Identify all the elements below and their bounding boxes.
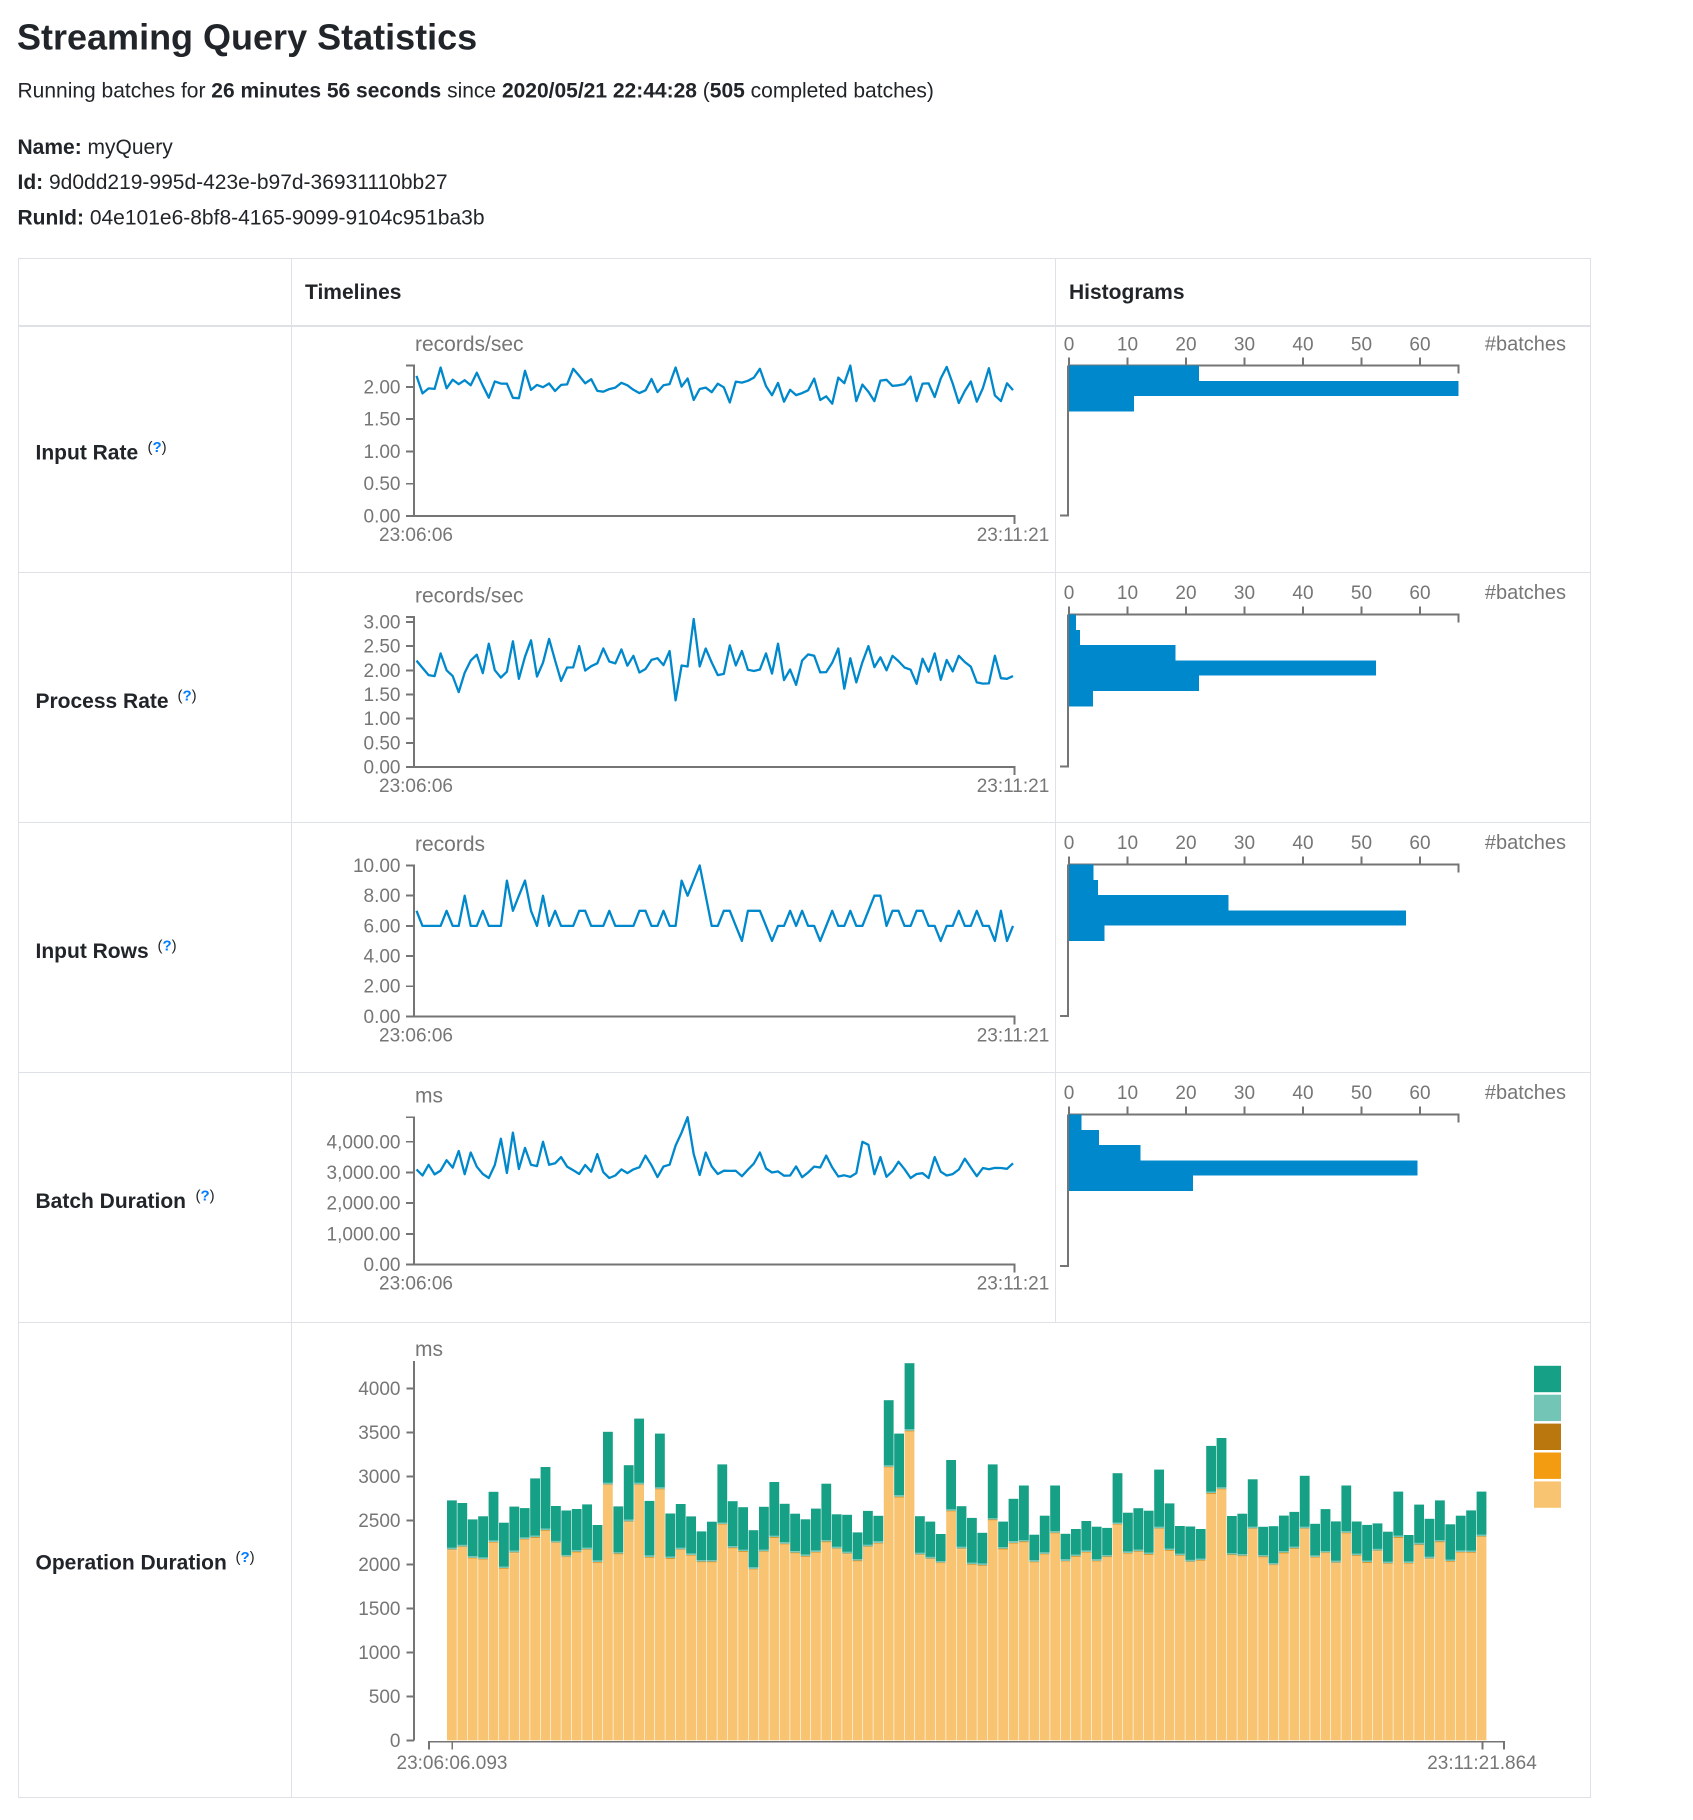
svg-text:3,000.00: 3,000.00: [327, 1163, 401, 1184]
svg-text:0.50: 0.50: [364, 474, 401, 495]
svg-text:ms: ms: [415, 1338, 443, 1361]
svg-text:Input Rows: Input Rows: [36, 940, 149, 963]
svg-text:23:06:06.093: 23:06:06.093: [397, 1753, 508, 1774]
svg-text:records/sec: records/sec: [415, 333, 524, 356]
svg-text:4,000.00: 4,000.00: [327, 1132, 401, 1153]
svg-text:RunId: 04e101e6-8bf8-4165-9099: RunId: 04e101e6-8bf8-4165-9099-9104c951b…: [18, 206, 485, 229]
svg-text:3000: 3000: [358, 1467, 400, 1488]
svg-text:records: records: [415, 833, 485, 856]
svg-text:40: 40: [1292, 1083, 1313, 1104]
svg-text:30: 30: [1234, 1083, 1255, 1104]
svg-text:0.00: 0.00: [364, 1255, 401, 1276]
svg-text:10: 10: [1117, 833, 1138, 854]
svg-text:0.00: 0.00: [364, 758, 401, 779]
svg-text:23:11:21: 23:11:21: [977, 525, 1050, 546]
svg-text:(?): (?): [178, 688, 197, 705]
svg-text:60: 60: [1409, 334, 1430, 355]
svg-text:1,000.00: 1,000.00: [327, 1224, 401, 1245]
svg-text:Running batches for 26 minutes: Running batches for 26 minutes 56 second…: [18, 80, 934, 103]
svg-text:2000: 2000: [358, 1555, 400, 1576]
svg-text:0: 0: [1064, 583, 1075, 604]
svg-text:#batches: #batches: [1485, 333, 1566, 355]
svg-text:4.00: 4.00: [364, 947, 401, 968]
svg-text:23:06:06: 23:06:06: [379, 776, 453, 797]
svg-text:10: 10: [1117, 1083, 1138, 1104]
svg-text:1000: 1000: [358, 1643, 400, 1664]
svg-text:records/sec: records/sec: [415, 585, 524, 608]
svg-text:Process Rate: Process Rate: [36, 690, 169, 713]
svg-text:50: 50: [1351, 583, 1372, 604]
svg-text:Name: myQuery: Name: myQuery: [18, 136, 174, 159]
svg-text:1500: 1500: [358, 1599, 400, 1620]
svg-text:500: 500: [369, 1687, 401, 1708]
svg-text:40: 40: [1292, 833, 1313, 854]
svg-text:10: 10: [1117, 583, 1138, 604]
svg-text:2.00: 2.00: [364, 661, 401, 682]
svg-text:(?): (?): [158, 938, 177, 955]
svg-text:2.00: 2.00: [364, 377, 401, 398]
svg-text:23:11:21: 23:11:21: [977, 1274, 1050, 1295]
svg-text:40: 40: [1292, 583, 1313, 604]
svg-text:50: 50: [1351, 334, 1372, 355]
svg-text:40: 40: [1292, 334, 1313, 355]
svg-text:(?): (?): [196, 1188, 215, 1205]
svg-text:20: 20: [1175, 583, 1196, 604]
svg-text:0.00: 0.00: [364, 1007, 401, 1028]
svg-text:(?): (?): [236, 1549, 255, 1566]
svg-text:23:06:06: 23:06:06: [379, 1025, 453, 1046]
svg-text:30: 30: [1234, 334, 1255, 355]
svg-text:4000: 4000: [358, 1379, 400, 1400]
svg-text:2.50: 2.50: [364, 637, 401, 658]
svg-text:20: 20: [1175, 334, 1196, 355]
svg-text:Timelines: Timelines: [305, 281, 402, 304]
svg-text:0: 0: [1064, 1083, 1075, 1104]
svg-text:30: 30: [1234, 583, 1255, 604]
svg-text:20: 20: [1175, 833, 1196, 854]
svg-text:2500: 2500: [358, 1511, 400, 1532]
svg-text:2,000.00: 2,000.00: [327, 1194, 401, 1215]
svg-text:(?): (?): [148, 439, 167, 456]
svg-text:Input Rate: Input Rate: [36, 442, 139, 465]
svg-text:Streaming Query Statistics: Streaming Query Statistics: [17, 16, 477, 57]
svg-text:0: 0: [390, 1731, 401, 1752]
svg-text:23:11:21: 23:11:21: [977, 776, 1050, 797]
svg-text:60: 60: [1409, 1083, 1430, 1104]
svg-text:Operation Duration: Operation Duration: [36, 1551, 227, 1574]
svg-text:20: 20: [1175, 1083, 1196, 1104]
svg-text:#batches: #batches: [1485, 832, 1566, 854]
svg-text:23:11:21: 23:11:21: [977, 1025, 1050, 1046]
svg-text:3.00: 3.00: [364, 613, 401, 634]
svg-text:0.00: 0.00: [364, 507, 401, 528]
svg-text:0.50: 0.50: [364, 733, 401, 754]
svg-text:0: 0: [1064, 334, 1075, 355]
svg-text:1.50: 1.50: [364, 410, 401, 431]
svg-text:30: 30: [1234, 833, 1255, 854]
svg-text:Id: 9d0dd219-995d-423e-b97d-36: Id: 9d0dd219-995d-423e-b97d-36931110bb27: [18, 171, 448, 194]
svg-text:Histograms: Histograms: [1069, 281, 1185, 304]
svg-text:#batches: #batches: [1485, 1082, 1566, 1104]
svg-text:2.00: 2.00: [364, 977, 401, 998]
svg-text:50: 50: [1351, 833, 1372, 854]
svg-text:10.00: 10.00: [353, 856, 401, 877]
svg-text:3500: 3500: [358, 1423, 400, 1444]
svg-text:60: 60: [1409, 833, 1430, 854]
svg-text:8.00: 8.00: [364, 886, 401, 907]
svg-text:23:11:21.864: 23:11:21.864: [1427, 1753, 1537, 1774]
svg-text:#batches: #batches: [1485, 582, 1566, 604]
svg-text:23:06:06: 23:06:06: [379, 1274, 453, 1295]
svg-text:Batch Duration: Batch Duration: [36, 1190, 187, 1213]
svg-text:1.00: 1.00: [364, 442, 401, 463]
svg-text:0: 0: [1064, 833, 1075, 854]
svg-text:60: 60: [1409, 583, 1430, 604]
svg-text:23:06:06: 23:06:06: [379, 525, 453, 546]
svg-text:1.00: 1.00: [364, 709, 401, 730]
svg-text:1.50: 1.50: [364, 685, 401, 706]
svg-text:10: 10: [1117, 334, 1138, 355]
svg-text:ms: ms: [415, 1085, 443, 1108]
svg-text:50: 50: [1351, 1083, 1372, 1104]
svg-text:6.00: 6.00: [364, 916, 401, 937]
